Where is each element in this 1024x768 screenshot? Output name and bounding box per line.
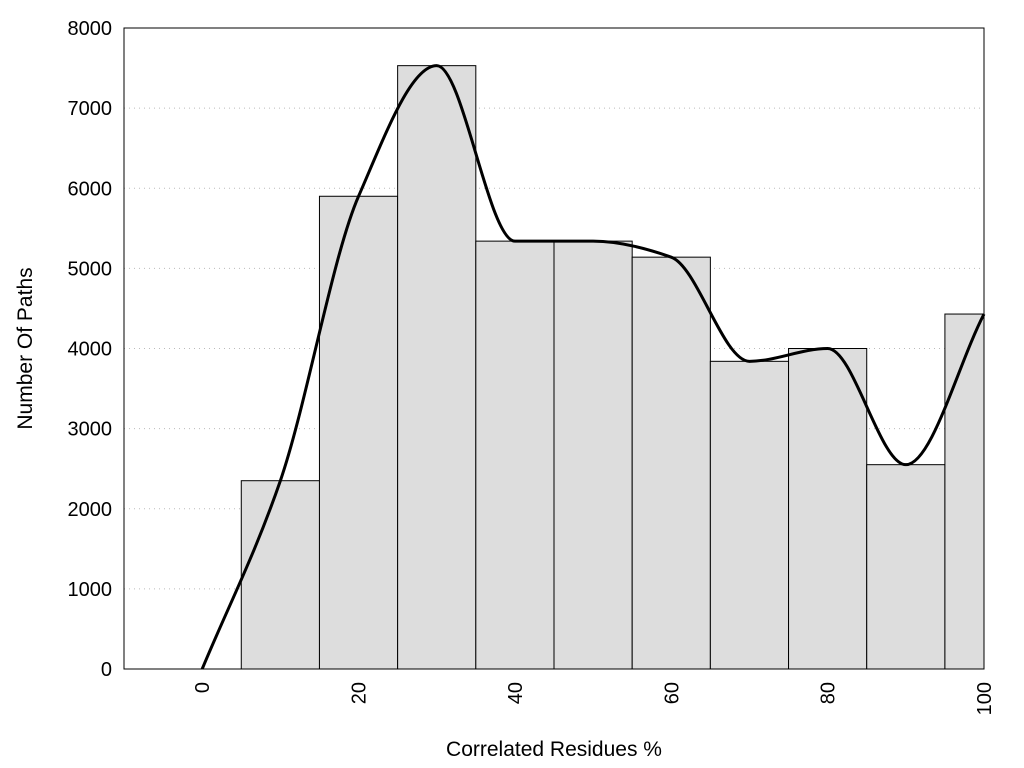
- y-tick-label: 6000: [68, 178, 113, 200]
- y-tick-label: 1000: [68, 579, 113, 601]
- bar-10: [240, 480, 320, 670]
- x-axis-label: Correlated Residues %: [446, 738, 662, 761]
- bar-60: [631, 256, 711, 670]
- plot-frame: [123, 27, 985, 670]
- bar-100: [944, 313, 985, 670]
- y-tick-label: 5000: [68, 258, 113, 280]
- bar-70: [709, 360, 790, 670]
- y-tick-label: 4000: [68, 339, 113, 361]
- x-tick-label: 40: [505, 682, 527, 704]
- y-tick-label: 7000: [68, 98, 113, 120]
- x-tick-label: 80: [818, 682, 840, 704]
- bar-90: [866, 464, 946, 670]
- x-tick-label: 60: [661, 682, 683, 704]
- y-tick-label: 2000: [68, 499, 113, 521]
- bar-40: [475, 240, 555, 670]
- x-tick-label: 100: [974, 682, 996, 715]
- x-tick-label: 0: [192, 682, 214, 693]
- y-axis-ticks: 0 1000 2000 3000 4000 5000 6000 7000 8000: [68, 18, 113, 681]
- y-tick-label: 0: [101, 659, 112, 681]
- bars: [240, 65, 985, 670]
- bar-30: [397, 65, 477, 670]
- y-tick-label: 8000: [68, 18, 113, 40]
- y-axis-label: Number Of Paths: [14, 267, 37, 429]
- bar-50: [553, 240, 633, 670]
- smoothed-curve: [200, 64, 986, 670]
- bar-20: [318, 195, 399, 670]
- y-tick-label: 3000: [68, 419, 113, 441]
- bar-80: [788, 348, 868, 670]
- x-tick-label: 20: [349, 682, 371, 704]
- x-axis-ticks: 0 20 40 60 80 100: [192, 682, 996, 715]
